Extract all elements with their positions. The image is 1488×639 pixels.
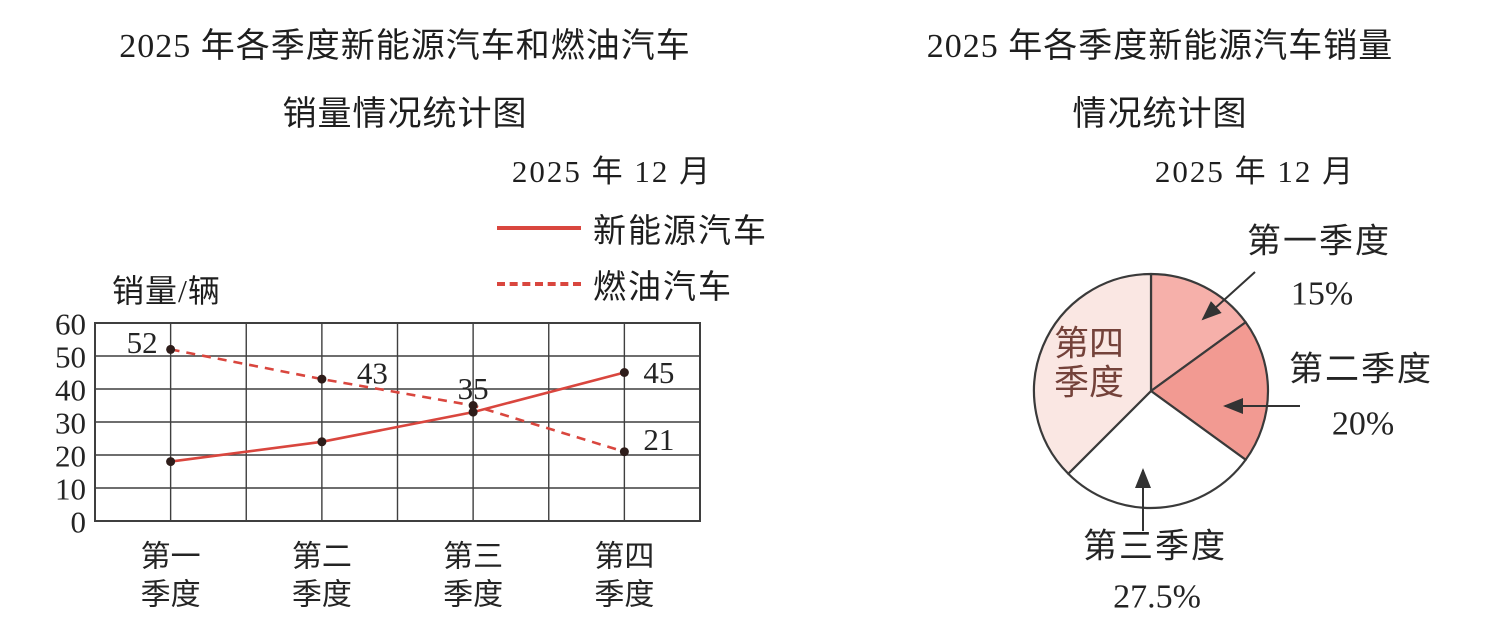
x-tick-label: 季度	[594, 579, 654, 612]
x-tick-label: 第一	[141, 541, 201, 574]
data-point-label: 45	[643, 355, 674, 390]
legend-item-fuel: 燃油汽车	[497, 264, 733, 306]
pie-inside-label: 第四	[1054, 325, 1124, 364]
data-point	[317, 374, 327, 384]
pie-slice-pct: 15%	[1291, 276, 1353, 313]
legend-label-fuel: 燃油汽车	[593, 270, 733, 306]
line-chart-title-line2: 销量情况统计图	[282, 96, 528, 133]
y-axis-label: 销量/辆	[112, 273, 221, 309]
pie-slice-q3	[1067, 389, 1247, 510]
line-chart-date-note: 2025 年 12 月	[511, 154, 713, 189]
pie-slice-q4	[1032, 272, 1153, 475]
pie-chart-title-line2: 情况统计图	[1072, 96, 1248, 133]
data-point	[317, 437, 327, 447]
x-tick-label: 季度	[292, 579, 352, 612]
legend-label-new-energy: 新能源汽车	[593, 214, 768, 250]
pie-slice-label: 第二季度	[1289, 351, 1433, 389]
series-fuel: 52 43 35 21	[127, 325, 675, 457]
pie-label-arrow	[1201, 271, 1256, 321]
plot-border	[94, 322, 701, 522]
x-tick-label: 季度	[443, 579, 503, 612]
pie-label-q1: 第一季度 15%	[1201, 223, 1391, 321]
pie-slice-label: 第一季度	[1247, 223, 1391, 261]
y-tick-label: 10	[55, 472, 86, 507]
x-tick-label: 第三	[443, 541, 503, 574]
y-tick-label: 20	[55, 439, 86, 474]
pie-chart-title-line1: 2025 年各季度新能源汽车销量	[926, 28, 1394, 65]
pie-slice-label: 第三季度	[1083, 528, 1227, 566]
series-line-solid	[170, 371, 625, 463]
data-point	[166, 344, 176, 354]
pie-chart-date-note: 2025 年 12 月	[1154, 154, 1356, 189]
data-point-label: 43	[357, 356, 388, 391]
x-tick-label: 第四	[594, 541, 654, 574]
y-tick-label: 0	[71, 505, 87, 540]
y-tick-label: 30	[55, 406, 86, 441]
data-point	[619, 447, 629, 457]
data-point-label: 21	[643, 422, 674, 457]
data-point	[468, 401, 478, 410]
legend-dashed-line-swatch	[497, 282, 581, 286]
pie-slice-pct: 20%	[1332, 406, 1394, 443]
pie-slice-q2	[1149, 321, 1270, 461]
pie-label-q3: 第三季度 27.5%	[1083, 468, 1227, 616]
series-line-dashed	[170, 348, 625, 453]
x-tick-label: 第二	[292, 541, 352, 574]
pie-label-q2: 第二季度 20%	[1223, 351, 1433, 443]
pie-inside-label: 季度	[1054, 364, 1124, 403]
data-point	[166, 457, 176, 467]
legend-item-new-energy: 新能源汽车	[497, 208, 768, 250]
series-new-energy: 45	[166, 355, 674, 467]
x-tick-label: 季度	[141, 579, 201, 612]
y-tick-label: 50	[55, 340, 86, 375]
pie-slice-q1	[1149, 272, 1247, 393]
data-point	[619, 368, 629, 377]
y-tick-label: 40	[55, 373, 86, 408]
y-tick-label: 60	[55, 307, 86, 342]
grid-lines	[94, 322, 701, 522]
data-point-label: 52	[127, 325, 158, 360]
line-chart-title-line1: 2025 年各季度新能源汽车和燃油汽车	[119, 28, 691, 65]
pie-slice-pct: 27.5%	[1113, 579, 1201, 616]
legend-solid-line-swatch	[497, 226, 581, 230]
data-point-label: 35	[458, 371, 489, 406]
data-point	[468, 407, 478, 417]
